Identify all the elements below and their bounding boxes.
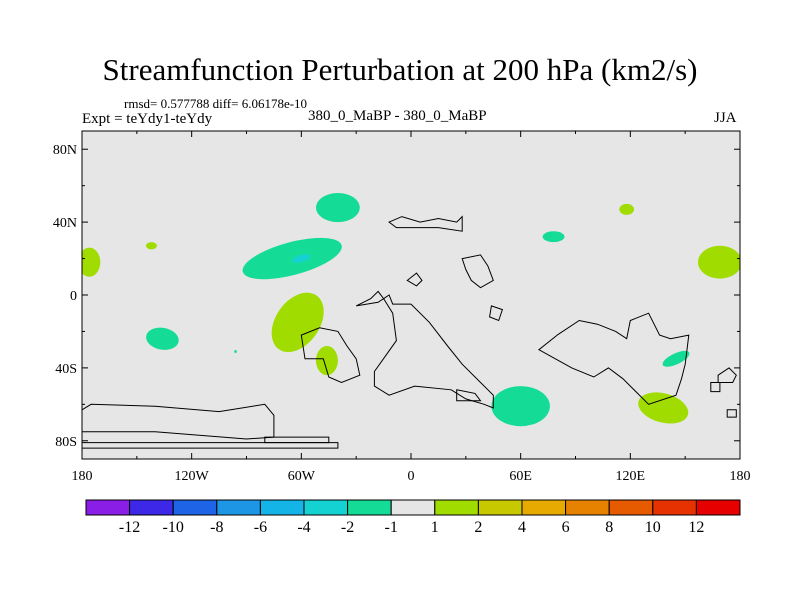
colorbar-swatch-9 — [434, 499, 479, 516]
plot-background — [82, 131, 740, 459]
colorbar-swatch-14 — [652, 499, 697, 516]
colorbar: -12 -10 -8 -6 -4 -2 -1 1 2 4 6 8 10 12 — [85, 499, 741, 536]
x-tick-label: 0 — [408, 469, 415, 484]
coastline-1 — [82, 403, 275, 440]
coastline-7 — [388, 215, 463, 232]
colorbar-label: 6 — [562, 519, 570, 536]
anomaly-region-10 — [82, 247, 101, 277]
y-tick-label: 80N — [53, 143, 77, 158]
colorbar-swatch-13 — [608, 499, 654, 516]
x-tick-label: 180 — [72, 469, 93, 484]
anomaly-region-4 — [271, 292, 324, 353]
y-tick-label: 0 — [70, 289, 77, 304]
colorbar-swatch-4 — [216, 499, 261, 516]
coastline-13 — [710, 382, 721, 393]
coastline-12 — [717, 367, 737, 383]
experiment-label: Expt = teYdy1-teYdy — [82, 111, 213, 127]
y-tick-label: 40N — [53, 216, 77, 231]
colorbar-swatch-6 — [303, 499, 349, 516]
anomaly-region-1 — [315, 192, 360, 223]
x-tick-label: 60E — [509, 469, 532, 484]
x-tick-label: 60W — [288, 469, 316, 484]
colorbar-label: 8 — [605, 519, 613, 536]
anomaly-region-13 — [542, 231, 565, 243]
x-tick-label: 180 — [730, 469, 751, 484]
anomaly-region-12 — [619, 203, 634, 215]
coastline-14 — [726, 409, 737, 418]
colorbar-label: -8 — [210, 519, 223, 536]
continent-layer — [82, 215, 737, 449]
axis-layer: 180 120W 60W 0 60E 120E 180 80N 40N 0 40S 80S — [53, 131, 751, 484]
anomaly-region-11 — [145, 242, 157, 250]
colorbar-label: 10 — [645, 519, 661, 536]
y-tick-label: 80S — [55, 435, 77, 450]
coastline-9 — [538, 312, 690, 405]
chart-title: Streamfunction Perturbation at 200 hPa (… — [102, 52, 698, 87]
x-tick-label: 120E — [616, 469, 646, 484]
anomaly-region-6 — [315, 346, 338, 376]
coastline-3 — [82, 442, 339, 449]
coastline-4 — [300, 327, 361, 384]
colorbar-swatch-12 — [565, 499, 610, 516]
rmsd-label: rmsd= 0.577788 diff= 6.06178e-10 — [124, 96, 308, 111]
anomaly-region-8 — [638, 392, 689, 424]
colorbar-swatch-5 — [259, 499, 305, 516]
colorbar-label: 4 — [518, 519, 526, 536]
anomaly-region-7 — [491, 386, 550, 427]
anomaly-region-14 — [662, 350, 690, 367]
coastline-5 — [355, 290, 494, 409]
colorbar-label: -6 — [254, 519, 267, 536]
coastline-8 — [461, 254, 494, 289]
anomaly-region-15 — [234, 350, 237, 353]
colorbar-swatch-11 — [521, 499, 567, 516]
anomaly-region-9 — [697, 245, 740, 279]
colorbar-label: 1 — [431, 519, 439, 536]
colorbar-label: -4 — [297, 519, 310, 536]
colorbar-label: -2 — [341, 519, 354, 536]
anomaly-region-2 — [242, 237, 342, 280]
colorbar-label: -10 — [163, 519, 184, 536]
anomaly-layer — [82, 192, 740, 427]
colorbar-label: -12 — [119, 519, 140, 536]
colorbar-label: 2 — [474, 519, 482, 536]
coastline-6 — [456, 389, 482, 402]
colorbar-swatch-15 — [695, 499, 741, 516]
y-tick-label: 40S — [55, 362, 77, 377]
colorbar-swatch-2 — [129, 499, 174, 516]
colorbar-label: -1 — [385, 519, 398, 536]
anomaly-region-3 — [292, 254, 311, 263]
colorbar-label: 12 — [688, 519, 704, 536]
colorbar-swatch-3 — [172, 499, 218, 516]
colorbar-swatch-10 — [477, 499, 523, 516]
colorbar-swatch-8 — [390, 499, 436, 516]
x-tick-label: 120W — [175, 469, 210, 484]
coastline-10 — [406, 272, 423, 287]
anomaly-region-5 — [146, 327, 179, 350]
colorbar-swatch-1 — [85, 499, 131, 516]
coastline-11 — [489, 305, 504, 322]
colorbar-swatch-7 — [347, 499, 392, 516]
experiment-pair-label: 380_0_MaBP - 380_0_MaBP — [308, 108, 487, 124]
season-label: JJA — [714, 110, 737, 126]
